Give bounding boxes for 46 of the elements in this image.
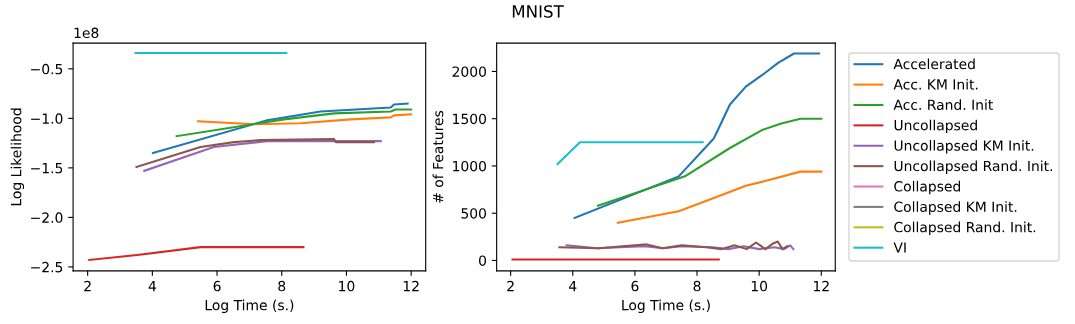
legend-label: Collapsed KM Init. bbox=[894, 201, 1017, 215]
line-series bbox=[151, 102, 409, 155]
x-axis-title: Log Time (s.) bbox=[622, 299, 710, 314]
x-tick-label: 2 bbox=[507, 280, 514, 292]
legend-label: Uncollapsed KM Init. bbox=[894, 140, 1034, 154]
line-series bbox=[135, 138, 375, 168]
line-series bbox=[573, 52, 821, 219]
legend-label: Uncollapsed bbox=[894, 119, 977, 134]
y-tick-label: 1000 bbox=[453, 160, 486, 172]
legend-label: Collapsed Rand. Init. bbox=[894, 221, 1036, 236]
x-tick-label: 6 bbox=[213, 280, 221, 292]
x-tick-label: 12 bbox=[813, 280, 829, 292]
x-tick-label: 4 bbox=[569, 281, 577, 292]
legend-label: Collapsed bbox=[894, 180, 961, 195]
line-series bbox=[175, 108, 413, 138]
x-tick-label: 6 bbox=[631, 280, 639, 292]
legend-label: Acc. Rand. Init bbox=[893, 99, 993, 111]
legend-label: VI bbox=[893, 242, 906, 253]
x-tick-label: 8 bbox=[693, 280, 701, 292]
y-tick-label: 1500 bbox=[453, 113, 486, 125]
y-tick-label: 2000 bbox=[452, 66, 486, 77]
y-axis-title: Log Likelihood bbox=[10, 108, 25, 206]
line-series bbox=[196, 113, 413, 126]
line-series bbox=[558, 240, 789, 251]
x-tick-label: 12 bbox=[403, 280, 419, 292]
text: 1e8 bbox=[74, 27, 99, 39]
line-series bbox=[596, 117, 823, 207]
legend-label: Acc. KM Init. bbox=[893, 78, 978, 90]
x-tick-label: 4 bbox=[148, 281, 156, 292]
y-axis-title: # of Features bbox=[432, 110, 444, 203]
legend-label: Uncollapsed Rand. Init. bbox=[894, 160, 1053, 174]
y-tick-label: 0 bbox=[479, 255, 487, 266]
y-tick-label: −1.5 bbox=[31, 163, 63, 174]
y-tick-label: −0.5 bbox=[31, 63, 63, 75]
y-tick-label: −2.0 bbox=[31, 212, 63, 223]
y-tick-label: 500 bbox=[461, 208, 486, 219]
y-tick-label: −1.0 bbox=[31, 113, 63, 124]
x-tick-label: 10 bbox=[751, 280, 768, 292]
x-axis-title: Log Time (s.) bbox=[205, 299, 294, 314]
chart-title: MNIST bbox=[512, 5, 564, 18]
line-series bbox=[616, 170, 823, 224]
y-tick-label: −2.5 bbox=[31, 261, 63, 273]
x-tick-label: 2 bbox=[84, 280, 91, 292]
x-tick-label: 10 bbox=[339, 280, 355, 292]
x-tick-label: 8 bbox=[278, 280, 286, 292]
legend-label: Accelerated bbox=[893, 58, 975, 70]
